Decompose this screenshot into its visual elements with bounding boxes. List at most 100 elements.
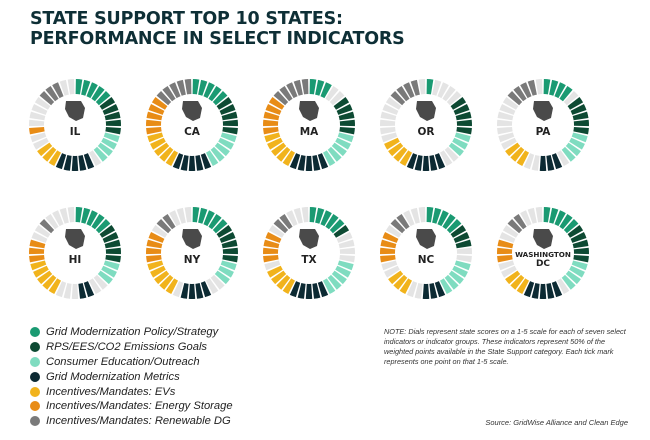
- dial-tick-il-27: [29, 119, 45, 127]
- dial-tick-ca-20: [172, 153, 184, 170]
- dial-tick-pa-30: [502, 97, 519, 110]
- dial-tick-il-7: [102, 103, 119, 115]
- dial-tick-ma-11: [337, 132, 354, 143]
- dial-tick-hi-32: [45, 213, 59, 230]
- dial-tick-hi-19: [63, 283, 72, 299]
- dial-tick-ny-11: [220, 260, 237, 271]
- dial-tick-pa-7: [570, 103, 587, 115]
- dial-tick-or-3: [437, 82, 449, 99]
- dial-tick-tx-29: [265, 231, 282, 243]
- dial-tick-nc-16: [434, 281, 446, 298]
- dial-tick-washington-dc-11: [571, 260, 588, 271]
- dial-tick-ny-10: [222, 254, 238, 263]
- dial-tick-ny-25: [147, 260, 164, 271]
- dial-tick-ma-18: [305, 155, 313, 172]
- dial-tick-hi-7: [102, 231, 119, 243]
- dial-tick-pa-24: [501, 137, 517, 150]
- dial-tick-nc-7: [453, 231, 470, 243]
- dial-tick-nc-11: [454, 260, 471, 271]
- state-label: TX: [301, 254, 316, 266]
- dial-tick-or-29: [382, 103, 399, 115]
- dial-tick-pa-35: [535, 79, 543, 95]
- dial-tick-pa-29: [499, 103, 516, 115]
- dial-tick-washington-dc-18: [539, 283, 547, 300]
- methodology-note: NOTE: Dials represent state scores on a …: [384, 327, 626, 366]
- dial-tick-tx-14: [327, 274, 342, 290]
- dial-tick-nc-25: [381, 260, 398, 271]
- dial-tick-ca-16: [200, 153, 212, 170]
- dial-tick-pa-12: [569, 137, 585, 150]
- dial-tick-ny-4: [208, 213, 222, 230]
- dial-tick-or-14: [444, 146, 459, 162]
- state-shape-icon: [533, 229, 553, 249]
- dial-tick-hi-18: [71, 283, 79, 300]
- dial-tick-pa-18: [539, 155, 547, 172]
- dial-tick-hi-13: [97, 270, 113, 285]
- dial-tick-ca-30: [151, 97, 168, 110]
- dial-tick-il-4: [91, 85, 105, 102]
- dial-tick-nc-34: [410, 207, 420, 224]
- dial-tick-washington-dc-35: [535, 207, 543, 223]
- dial-tick-il-2: [81, 79, 91, 96]
- dial-tick-tx-21: [282, 278, 296, 295]
- dial-tick-ny-30: [151, 225, 168, 238]
- dial-tick-ca-8: [221, 111, 238, 121]
- dial-tick-ma-32: [279, 85, 293, 102]
- dial-tick-ma-20: [289, 153, 301, 170]
- dial-tick-or-18: [422, 155, 430, 172]
- dial-tick-tx-24: [267, 265, 283, 278]
- dial-tick-ny-16: [200, 281, 212, 298]
- dial-tx: TX: [263, 207, 355, 300]
- state-label: PA: [536, 126, 552, 138]
- dial-tick-ca-17: [195, 155, 204, 171]
- state-shape-icon: [416, 101, 436, 121]
- dial-tick-il-21: [48, 150, 62, 167]
- dial-tick-tx-22: [276, 274, 291, 290]
- legend-swatch-icon: [30, 386, 40, 397]
- dial-tick-ma-35: [301, 79, 309, 95]
- dial-tick-pa-3: [554, 82, 566, 99]
- dial-tick-ma-29: [265, 103, 282, 115]
- dial-tick-ma-33: [286, 82, 298, 99]
- legend-swatch-icon: [30, 371, 40, 382]
- dial-tick-tx-1: [309, 207, 317, 223]
- dial-tick-il-35: [67, 79, 75, 95]
- dial-tick-hi-3: [86, 210, 98, 227]
- dial-tick-tx-7: [336, 231, 353, 243]
- state-shape-icon: [65, 101, 85, 121]
- dial-tick-il-29: [31, 103, 48, 115]
- dial-tick-or-13: [448, 142, 464, 157]
- dial-tick-ny-27: [146, 247, 162, 255]
- dial-tick-tx-12: [335, 265, 351, 278]
- dial-tick-nc-4: [442, 213, 456, 230]
- dial-tick-pa-14: [561, 146, 576, 162]
- dial-tick-ny-20: [172, 281, 184, 298]
- dial-tick-ma-12: [335, 137, 351, 150]
- dial-tick-ny-1: [192, 207, 200, 223]
- dial-tick-tx-26: [263, 254, 279, 263]
- dial-tick-washington-dc-25: [498, 260, 515, 271]
- dial-tick-washington-dc-34: [527, 207, 537, 224]
- dial-tick-hi-28: [29, 239, 46, 249]
- dial-hi: HI: [29, 207, 121, 300]
- legend-label: RPS/EES/CO2 Emissions Goals: [46, 340, 208, 353]
- dial-ny: NY: [146, 207, 238, 300]
- dial-tick-pa-5: [563, 90, 579, 106]
- legend-swatch-icon: [30, 416, 40, 427]
- dial-tick-il-11: [103, 132, 120, 143]
- dial-tick-nc-12: [452, 265, 468, 278]
- dial-tick-nc-32: [396, 213, 410, 230]
- dial-tick-washington-dc-5: [563, 218, 579, 234]
- state-shape-icon: [65, 229, 85, 249]
- source-credit: Source: GridWise Alliance and Clean Edge: [485, 418, 628, 427]
- dial-tick-tx-3: [320, 210, 332, 227]
- dial-tick-ny-35: [184, 207, 192, 223]
- dial-tick-washington-dc-22: [510, 274, 525, 290]
- dial-tick-ca-11: [220, 132, 237, 143]
- dial-tick-il-23: [37, 142, 53, 157]
- dial-tick-ca-31: [156, 90, 172, 106]
- dial-tick-pa-19: [531, 155, 540, 171]
- dial-tick-pa-4: [559, 85, 573, 102]
- dial-tick-ca-26: [146, 126, 162, 135]
